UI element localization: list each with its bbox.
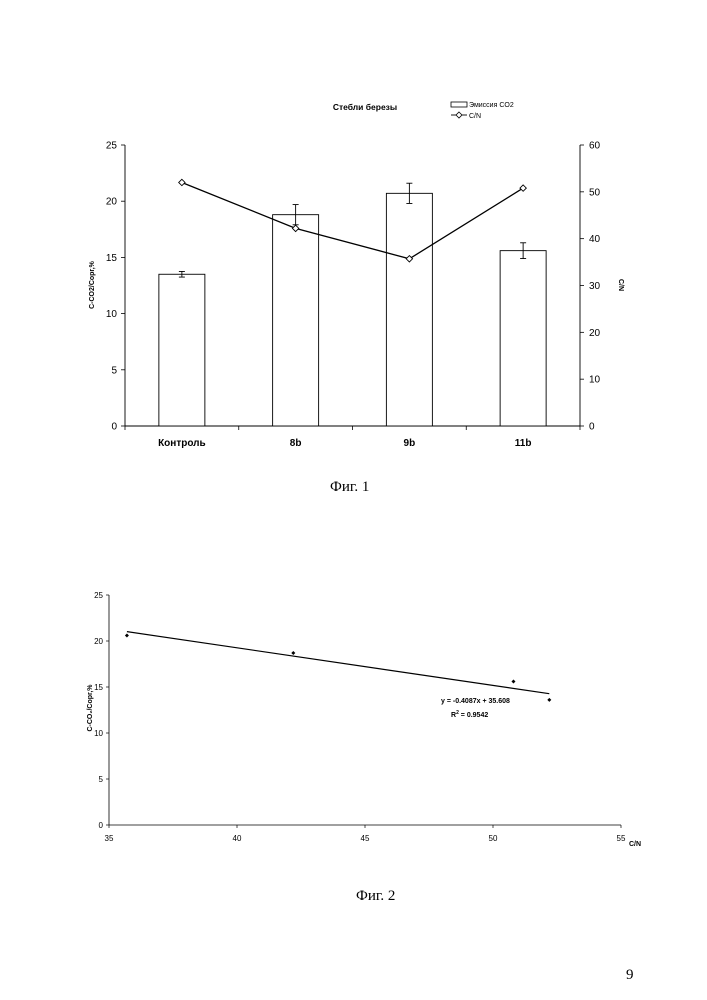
- y2-tick-label: 30: [589, 281, 601, 292]
- y-tick-label: 20: [106, 197, 118, 208]
- x-axis-label: C/N: [629, 841, 641, 848]
- y2-tick-label: 60: [589, 141, 601, 152]
- x-tick-label: 35: [105, 834, 114, 843]
- y-tick-label: 0: [111, 422, 117, 433]
- bars: [159, 183, 546, 426]
- legend-bar-swatch: [451, 102, 467, 107]
- tick-labels: 0 5 10 15 20 25 35 40 45 50 55: [94, 591, 626, 843]
- axes: [106, 595, 621, 828]
- legend: Эмиссия CO2 C/N: [451, 102, 514, 120]
- x-tick-label: 40: [233, 834, 242, 843]
- cn-line: [182, 182, 523, 258]
- chart-title: Стебли березы: [333, 102, 397, 112]
- y2-tick-label: 0: [589, 422, 595, 433]
- x-tick-label: 8b: [290, 438, 302, 449]
- trendline: [127, 632, 549, 694]
- trendline-equation: y = -0.4087x + 35.608: [441, 698, 510, 705]
- x-tick-label: 50: [489, 834, 498, 843]
- scatter-point: [291, 651, 295, 655]
- y-tick-label: 15: [94, 683, 103, 692]
- scatter-points: [125, 633, 551, 701]
- y2-tick-label: 40: [589, 234, 601, 245]
- y-tick-label: 25: [94, 591, 103, 600]
- y-tick-label: 0: [99, 821, 104, 830]
- r-squared-value: = 0.9542: [459, 712, 488, 719]
- r-squared-label: R2 = 0.9542: [451, 710, 488, 719]
- legend-line-label: C/N: [469, 113, 481, 120]
- scatter-point: [547, 698, 551, 702]
- trend-line: [127, 632, 549, 694]
- y2-tick-label: 20: [589, 328, 601, 339]
- y2-tick-label: 50: [589, 187, 601, 198]
- figure-2-chart: 0 5 10 15 20 25 35 40 45 50 55 y = -0.4087x + 35.6…: [0, 560, 707, 940]
- y2-axis-label: C/N: [617, 279, 624, 291]
- y2-tick-label: 10: [589, 375, 601, 386]
- x-tick-label: 11b: [515, 438, 532, 449]
- x-tick-label: 9b: [404, 438, 416, 449]
- x-tick-label: Контроль: [158, 438, 206, 449]
- legend-line-marker: [456, 112, 462, 118]
- y-tick-label: 10: [94, 729, 103, 738]
- y-tick-label: 10: [106, 309, 118, 320]
- y-tick-label: 15: [106, 253, 118, 264]
- y-tick-label: 20: [94, 637, 103, 646]
- figure-1-caption: Фиг. 1: [330, 479, 369, 496]
- y-tick-label: 25: [106, 141, 118, 152]
- legend-bar-label: Эмиссия CO2: [469, 102, 514, 109]
- bar: [159, 274, 205, 426]
- figure-2-caption: Фиг. 2: [356, 888, 395, 905]
- cn-line-series: [179, 179, 527, 262]
- x-tick-label: 55: [617, 834, 626, 843]
- y-tick-label: 5: [111, 365, 117, 376]
- scatter-point: [511, 679, 515, 683]
- bar: [273, 215, 319, 426]
- page-number: 9: [626, 967, 634, 984]
- scatter-point: [125, 633, 129, 637]
- cn-point: [179, 179, 185, 185]
- bar: [386, 193, 432, 426]
- figure-1-chart: 0 5 10 15 20 25 0 10 20 30 40 50 60 Контроль 8b 9b 11b С…: [0, 0, 707, 500]
- cn-point: [520, 185, 526, 191]
- y-axis-label: C-CO₂/Cорг,%: [87, 684, 94, 732]
- bar: [500, 251, 546, 426]
- x-tick-label: 45: [361, 834, 370, 843]
- y-axis-label: C-CO2/Cорг,%: [89, 260, 96, 309]
- y-tick-label: 5: [99, 775, 104, 784]
